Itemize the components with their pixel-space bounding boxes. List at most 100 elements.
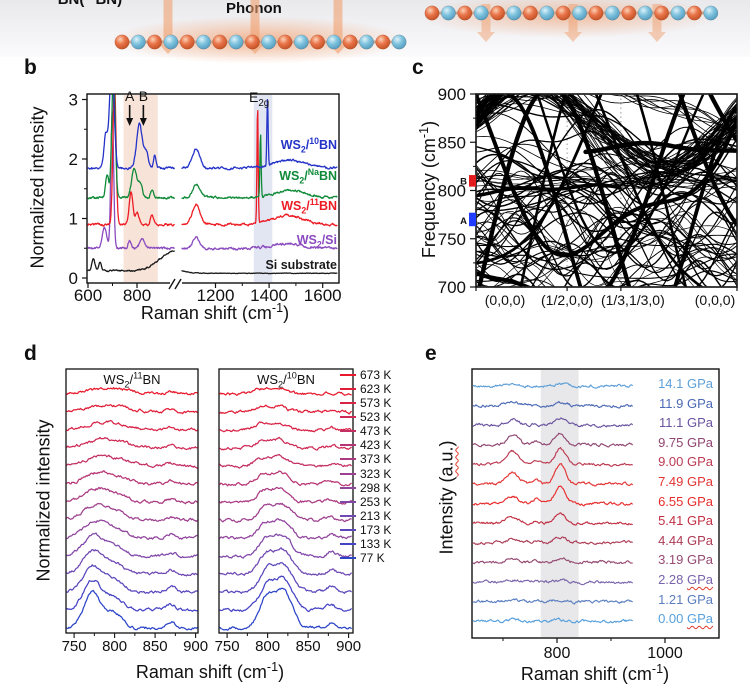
annotation-A: A: [124, 88, 135, 104]
pressure-label-10: 2.28 GPa: [560, 572, 713, 587]
pressure-label-12: 0.00 GPa: [560, 611, 713, 626]
tick-label: 700: [438, 278, 466, 297]
curve: [472, 617, 633, 624]
tick-label: 800: [255, 638, 280, 655]
tick-label: 850: [143, 638, 168, 655]
nitrogen-atom: [637, 5, 653, 21]
curve: [476, 94, 737, 132]
panel-d-plot: 750 800 850 900 750 800 850 900: [62, 368, 361, 655]
boron-atom: [555, 5, 571, 21]
series-label-0: Si substrate: [265, 258, 337, 272]
nitrogen-atom: [391, 34, 407, 50]
legend-label: 77 K: [360, 551, 385, 566]
curve: [66, 419, 198, 432]
tick-label: 0: [69, 269, 78, 288]
legend-swatch: [340, 416, 356, 419]
panel-e-ylabel-suffix: ): [436, 440, 457, 447]
pressure-unit: GPa: [686, 513, 713, 529]
curve: [536, 94, 705, 254]
tick-label: 1200: [197, 286, 235, 305]
pressure-unit: GPa: [686, 454, 713, 470]
panel-e-ylabel-au: a.u.: [436, 446, 457, 477]
curve: [66, 548, 198, 577]
legend-swatch: [340, 486, 356, 489]
legend-label: 373 K: [360, 452, 392, 467]
curve: [476, 94, 603, 265]
tick-label: 800: [123, 286, 151, 305]
tick-label: 600: [74, 286, 102, 305]
tick-label: 850: [438, 133, 466, 152]
tick-label: (1/2,0,0): [541, 292, 593, 308]
panel-e-xlabel: Raman shift (cm-1): [520, 662, 670, 684]
pressure-label-11: 1.21 GPa: [560, 592, 713, 607]
subpanel-title-1: WS2/10BN: [257, 370, 315, 390]
pressure-label-5: 7.49 GPa: [560, 474, 713, 489]
nitrogen-atom: [670, 5, 686, 21]
boron-atom: [654, 5, 670, 21]
legend-swatch: [340, 402, 356, 405]
nitrogen-atom: [196, 34, 211, 50]
curve: [476, 94, 737, 141]
curve: [476, 94, 737, 162]
curve: [219, 533, 352, 559]
curve: [476, 94, 737, 287]
legend-label: 173 K: [360, 522, 392, 537]
nitrogen-atom: [163, 34, 179, 50]
panel-e-ylabel-prefix: Intensity (: [436, 476, 457, 555]
boron-atom: [588, 5, 604, 21]
series-label-4: WS2/10BN: [280, 135, 337, 155]
subpanel-title-0: WS2/11BN: [103, 370, 161, 390]
legend-entry-12: 133 K: [340, 537, 391, 551]
tick-label: 1400: [250, 286, 288, 305]
boron-atom: [522, 5, 538, 21]
pressure-unit: GPa: [686, 611, 713, 627]
pressure-unit: GPa: [686, 395, 713, 411]
pressure-label-6: 6.55 GPa: [560, 494, 713, 509]
curve: [66, 386, 198, 396]
curve: [476, 94, 737, 185]
panel-d-ylabel: Normalized intensity: [33, 419, 54, 582]
pressure-label-9: 3.19 GPa: [560, 552, 713, 567]
curve: [87, 94, 175, 171]
panel-b-plot: 600 800 1200 1400 1600 0 1 2 3: [69, 91, 342, 306]
curve: [472, 400, 633, 409]
tick-label: 750: [438, 230, 466, 249]
nitrogen-atom: [228, 34, 244, 50]
curve: [66, 502, 198, 523]
panel-c-letter: c: [412, 56, 424, 79]
boron-atom: [686, 5, 702, 21]
curve: [219, 404, 352, 415]
legend-entry-10: 213 K: [340, 509, 391, 523]
pressure-value: 11.1: [659, 415, 687, 431]
curve: [477, 94, 632, 287]
curve: [594, 94, 704, 287]
curve: [472, 536, 633, 546]
curve: [476, 211, 737, 282]
legend-entry-1: 623 K: [340, 382, 391, 396]
nitrogen-atom: [293, 34, 309, 50]
legend-swatch: [340, 514, 356, 517]
curve: [219, 470, 352, 487]
legend-entry-13: 77 K: [340, 551, 385, 565]
tick-label: 2: [69, 150, 78, 169]
panel-b-xlabel: Raman shift (cm-1): [140, 301, 290, 323]
tick-label: 750: [215, 638, 240, 655]
legend-label: 673 K: [360, 368, 392, 382]
curve: [66, 436, 198, 451]
nitrogen-atom: [130, 34, 146, 50]
curve: [219, 453, 352, 469]
tick-label: A: [460, 216, 467, 227]
tick-label: 900: [183, 638, 208, 655]
tick-label: (1/3,1/3,0): [601, 292, 665, 308]
curve: [219, 486, 352, 505]
boron-atom: [457, 5, 473, 21]
nitrogen-atom: [440, 5, 456, 21]
curve: [219, 436, 352, 451]
curve: [476, 108, 737, 198]
curve: [583, 140, 737, 155]
legend-label: 298 K: [360, 480, 392, 495]
legend-label: 323 K: [360, 466, 392, 481]
curve: [476, 216, 737, 287]
nitrogen-atom: [539, 5, 555, 21]
